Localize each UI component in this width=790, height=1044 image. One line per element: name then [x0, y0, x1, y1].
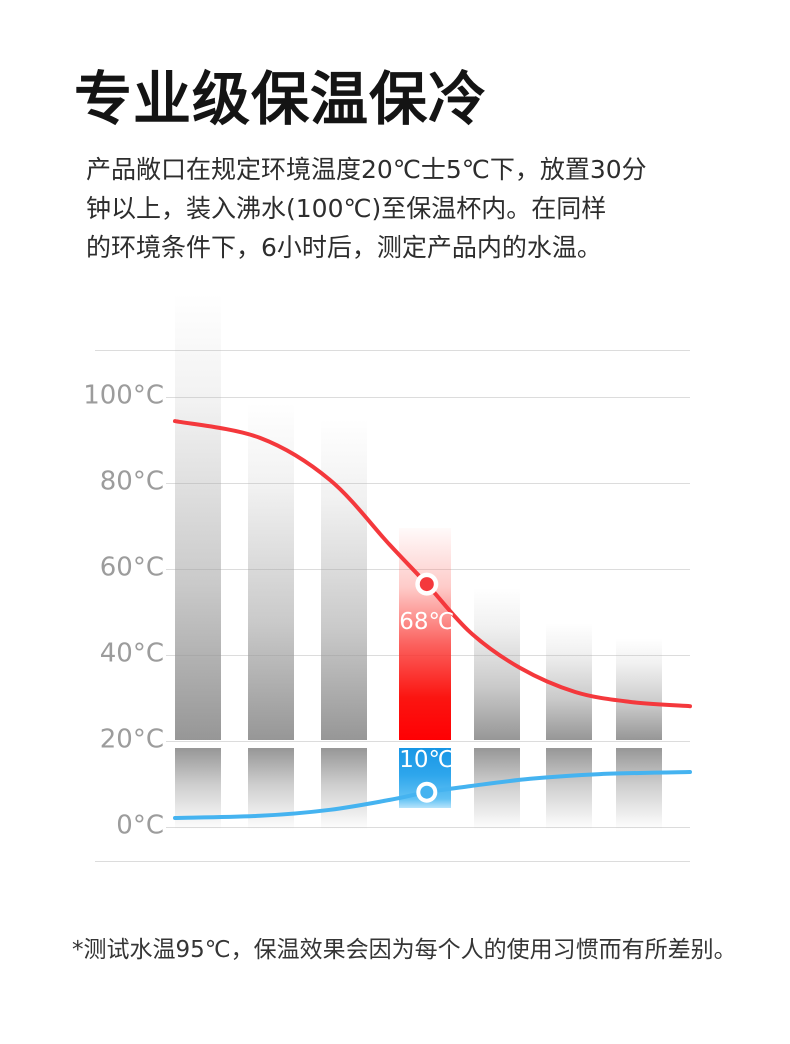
- chart-top-border: [95, 350, 690, 351]
- background-column-lower: [616, 748, 662, 830]
- temperature-curves: [173, 419, 692, 820]
- hot-temp-annotation: 68℃: [399, 608, 455, 635]
- description-line-3: 的环境条件下，6小时后，测定产品内的水温。: [86, 233, 602, 262]
- background-column-lower: [473, 748, 520, 830]
- description-line-2: 钟以上，装入沸水(100℃)至保温杯内。在同样: [86, 194, 607, 223]
- background-column-lower: [320, 748, 367, 830]
- description-line-1: 产品敞口在规定环境温度20℃士5℃下，放置30分: [86, 155, 647, 184]
- page-title: 专业级保温保冷: [74, 65, 488, 133]
- y-gridline: [95, 827, 690, 828]
- background-column-upper: [247, 403, 294, 740]
- background-column-upper: [175, 293, 222, 740]
- marker-dot: [419, 577, 434, 592]
- temperature-chart: 68℃ 10℃ 100°C 80°C 60°C 40°C 20°C 0°C: [0, 285, 790, 885]
- y-gridline: [95, 569, 690, 570]
- background-column-upper: [320, 418, 367, 740]
- cold-curve-marker: [416, 781, 438, 803]
- y-axis-label: 40°C: [58, 636, 166, 671]
- y-axis-label: 60°C: [58, 550, 166, 585]
- y-gridline: [95, 483, 690, 484]
- y-axis-label: 100°C: [58, 378, 166, 413]
- hot-curve-marker: [415, 572, 439, 596]
- y-gridline: [95, 397, 690, 398]
- hot-water-curve: [173, 419, 692, 709]
- product-description: 产品敞口在规定环境温度20℃士5℃下，放置30分 钟以上，装入沸水(100℃)至…: [86, 150, 647, 267]
- y-axis-label: 20°C: [58, 722, 166, 757]
- chart-bottom-border: [95, 861, 690, 862]
- test-footnote: *测试水温95℃，保温效果会因为每个人的使用习惯而有所差别。: [72, 937, 737, 963]
- marker-dot: [420, 785, 434, 799]
- cold-temp-annotation: 10℃: [399, 747, 455, 774]
- background-column-upper: [545, 622, 592, 740]
- y-axis-label: 80°C: [58, 464, 166, 499]
- background-column-lower: [545, 748, 592, 830]
- y-gridline: [95, 741, 690, 742]
- background-column-upper: [616, 637, 662, 740]
- y-gridline: [95, 655, 690, 656]
- y-axis-label: 0°C: [58, 808, 166, 843]
